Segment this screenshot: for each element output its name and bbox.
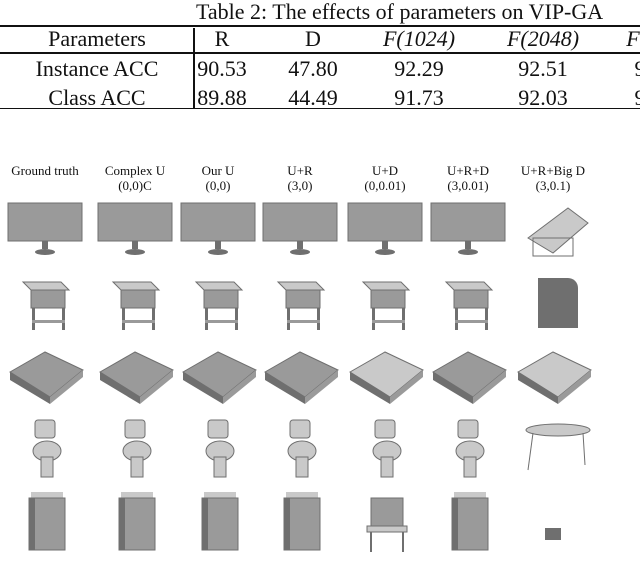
dresser-render bbox=[201, 492, 239, 551]
dresser-render bbox=[451, 492, 489, 551]
dresser-render bbox=[545, 528, 561, 540]
header-d: D bbox=[305, 26, 321, 51]
column-label: U+R+D (3,0.01) bbox=[447, 163, 489, 193]
bed-render bbox=[517, 351, 592, 404]
bed-render bbox=[432, 351, 507, 404]
dresser-render bbox=[118, 492, 156, 551]
table-cell: 92.29 bbox=[394, 56, 444, 81]
bed-render bbox=[182, 351, 257, 404]
nightstand-render bbox=[111, 281, 161, 330]
table-caption: Table 2: The effects of parameters on VI… bbox=[196, 0, 604, 24]
header-f1024: F(1024) bbox=[383, 26, 455, 52]
dresser-render bbox=[283, 492, 321, 551]
column-label: Our U (0,0) bbox=[202, 163, 235, 193]
monitor-render bbox=[527, 207, 589, 257]
table-cell: 47.80 bbox=[288, 56, 338, 81]
table-cell: 92.03 bbox=[518, 85, 568, 110]
header-f-cut-text: F bbox=[626, 26, 640, 51]
column-params: (0,0.01) bbox=[364, 178, 406, 193]
nightstand-render bbox=[538, 278, 578, 328]
table-cell: 90.53 bbox=[197, 56, 247, 81]
column-title: U+R+Big D bbox=[520, 163, 586, 178]
table-cell: 44.49 bbox=[288, 85, 338, 110]
table-top-rule bbox=[0, 25, 640, 27]
header-f2048-text: F(2048) bbox=[506, 26, 580, 51]
monitor-render bbox=[180, 202, 256, 255]
toilet-render bbox=[287, 419, 317, 478]
header-r: R bbox=[214, 26, 230, 51]
row-label: Instance ACC bbox=[35, 56, 159, 81]
toilet-render bbox=[455, 419, 485, 478]
column-label: Ground truth bbox=[11, 163, 79, 178]
toilet-render bbox=[372, 419, 402, 478]
column-params: (3,0.01) bbox=[447, 178, 489, 193]
header-f-cut: F bbox=[626, 26, 639, 52]
column-label: Complex U (0,0)C bbox=[105, 163, 165, 193]
column-params: (0,0) bbox=[205, 178, 231, 193]
bed-render bbox=[9, 351, 84, 404]
bed-render bbox=[264, 351, 339, 404]
table-cell: 9 bbox=[634, 56, 640, 81]
monitor-render bbox=[430, 202, 506, 255]
column-params: (3,0) bbox=[287, 178, 313, 193]
row-label: Class ACC bbox=[48, 85, 146, 110]
table-column-rule bbox=[193, 28, 195, 109]
bed-render bbox=[99, 351, 174, 404]
bed-render bbox=[349, 351, 424, 404]
column-params: (3,0.1) bbox=[535, 178, 571, 193]
column-title: U+D bbox=[371, 163, 399, 178]
dresser-render bbox=[366, 497, 408, 552]
nightstand-render bbox=[361, 281, 411, 330]
column-title: Ground truth bbox=[11, 163, 79, 178]
monitor-render bbox=[262, 202, 338, 255]
column-label: U+R (3,0) bbox=[287, 163, 312, 193]
nightstand-render bbox=[276, 281, 326, 330]
column-label: U+D (0,0.01) bbox=[364, 163, 405, 193]
toilet-render bbox=[122, 419, 152, 478]
header-f1024-text: F(1024) bbox=[382, 26, 456, 51]
column-label: U+R+Big D (3,0.1) bbox=[521, 163, 585, 193]
dresser-render bbox=[28, 492, 66, 551]
monitor-render bbox=[7, 202, 83, 255]
monitor-render bbox=[347, 202, 423, 255]
column-title: U+R+D bbox=[446, 163, 490, 178]
toilet-render bbox=[32, 419, 62, 478]
header-f2048: F(2048) bbox=[507, 26, 579, 52]
table-cell: 92.51 bbox=[518, 56, 568, 81]
table-cell: 89.88 bbox=[197, 85, 247, 110]
nightstand-render bbox=[194, 281, 244, 330]
table-header-rule bbox=[0, 52, 640, 54]
column-title: U+R bbox=[287, 163, 313, 178]
header-parameters: Parameters bbox=[48, 26, 146, 51]
nightstand-render bbox=[444, 281, 494, 330]
monitor-render bbox=[97, 202, 173, 255]
column-params: (0,0)C bbox=[118, 178, 152, 193]
column-title: Complex U bbox=[104, 163, 166, 178]
column-title: Our U bbox=[201, 163, 235, 178]
toilet-render bbox=[525, 423, 591, 471]
table-bottom-rule bbox=[0, 108, 640, 109]
nightstand-render bbox=[21, 281, 71, 330]
table-cell: 91.73 bbox=[394, 85, 444, 110]
table-cell: 9 bbox=[634, 85, 640, 110]
toilet-render bbox=[205, 419, 235, 478]
